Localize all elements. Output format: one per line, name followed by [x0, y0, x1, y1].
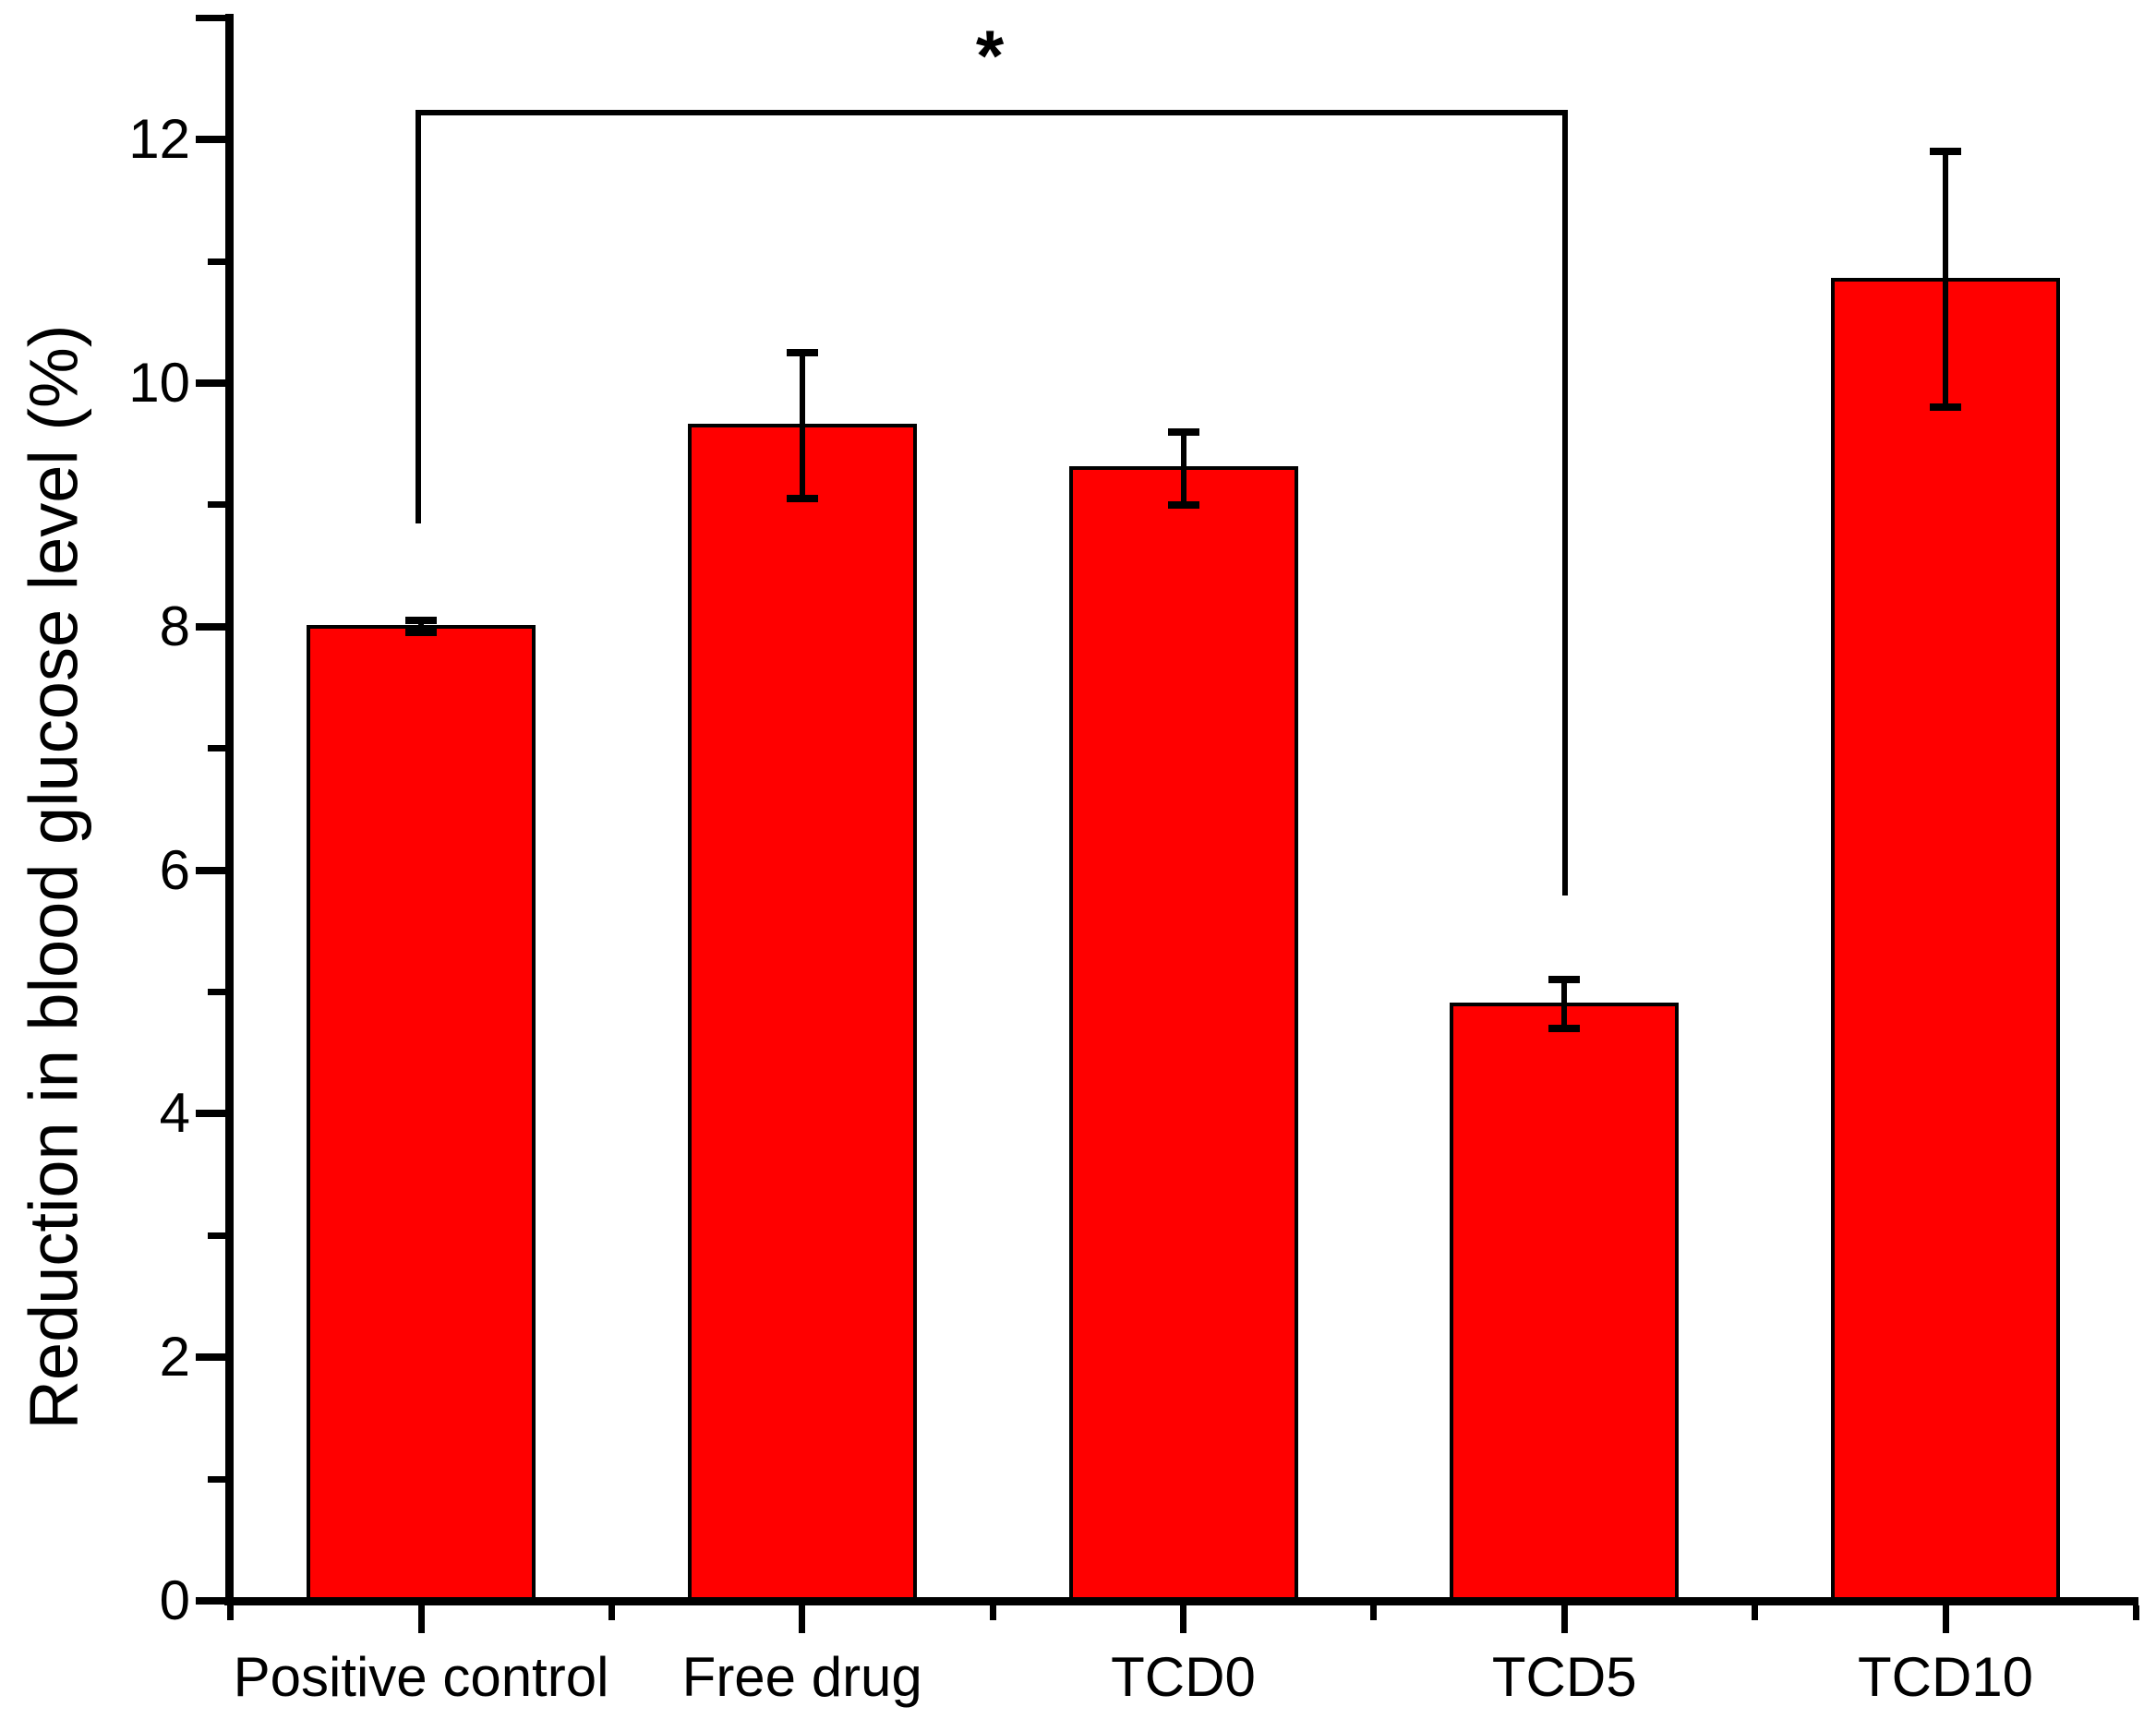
error-bar-cap-0-0: [405, 617, 437, 625]
x-minor-tick-0: [227, 1605, 235, 1620]
x-tick-label-1: Free drug: [681, 1646, 922, 1708]
y-major-tick-0: [195, 1597, 225, 1605]
error-bar-cap-1-0: [786, 349, 818, 357]
x-tick-label-2: TCD0: [1111, 1646, 1256, 1708]
x-major-tick-4: [1942, 1605, 1949, 1633]
y-major-tick-4: [195, 1110, 225, 1118]
y-tick-label-2: 2: [159, 1326, 190, 1388]
y-major-tick-2: [195, 1353, 225, 1362]
bar-3: [1450, 1002, 1680, 1603]
y-major-tick-8: [195, 622, 225, 631]
x-major-tick-2: [1180, 1605, 1186, 1633]
significance-asterisk: *: [975, 15, 1005, 96]
x-minor-tick-1: [608, 1605, 615, 1620]
y-major-tick-10: [195, 379, 225, 387]
bar-4: [1831, 277, 2060, 1603]
x-major-tick-3: [1560, 1605, 1568, 1633]
error-bar-line-3: [1561, 980, 1568, 1029]
y-axis-spine: [224, 14, 234, 1605]
y-minor-tick-5: [207, 989, 225, 995]
error-bar-cap-0-1: [405, 629, 437, 637]
y-minor-tick-7: [207, 745, 225, 752]
y-tick-label-0: 0: [159, 1569, 190, 1631]
error-bar-line-1: [799, 353, 805, 499]
error-bar-line-0: [418, 620, 424, 633]
y-minor-tick-1: [207, 1475, 225, 1483]
y-minor-tick-13: [195, 14, 225, 21]
x-tick-label-4: TCD10: [1857, 1646, 2034, 1708]
error-bar-line-2: [1180, 431, 1186, 505]
significance-bracket-top: [416, 110, 1569, 115]
error-bar-cap-2-1: [1167, 500, 1199, 509]
y-tick-label-6: 6: [159, 838, 190, 901]
bar-0: [307, 624, 536, 1603]
y-axis-title: Reduction in blood glucose level (%): [15, 324, 92, 1430]
y-tick-label-10: 10: [128, 352, 190, 414]
bar-1: [687, 424, 917, 1603]
y-minor-tick-11: [207, 258, 225, 265]
significance-bracket-right: [1562, 110, 1569, 896]
y-tick-label-12: 12: [128, 108, 190, 171]
error-bar-cap-4-0: [1930, 148, 1961, 156]
y-tick-label-8: 8: [159, 595, 190, 657]
y-major-tick-12: [195, 136, 225, 144]
x-axis-baseline: [224, 1596, 2138, 1605]
error-bar-cap-1-1: [786, 495, 818, 503]
y-tick-label-4: 4: [159, 1082, 190, 1145]
x-tick-label-3: TCD5: [1491, 1646, 1637, 1708]
x-minor-tick-4: [1752, 1605, 1759, 1620]
bar-2: [1068, 466, 1298, 1603]
x-tick-label-0: Positive control: [233, 1646, 609, 1708]
error-bar-cap-2-0: [1167, 427, 1199, 436]
y-minor-tick-3: [207, 1232, 225, 1239]
y-minor-tick-9: [207, 501, 225, 509]
x-major-tick-0: [417, 1605, 425, 1633]
error-bar-cap-4-1: [1930, 403, 1961, 412]
error-bar-cap-3-1: [1548, 1025, 1581, 1033]
significance-bracket-left: [416, 110, 421, 523]
error-bar-cap-3-0: [1548, 976, 1581, 984]
x-minor-tick-2: [989, 1605, 996, 1620]
error-bar-line-4: [1943, 151, 1948, 408]
y-major-tick-6: [195, 866, 225, 874]
x-minor-tick-3: [1370, 1605, 1378, 1620]
x-minor-tick-5: [2132, 1605, 2139, 1620]
x-major-tick-1: [799, 1605, 806, 1633]
